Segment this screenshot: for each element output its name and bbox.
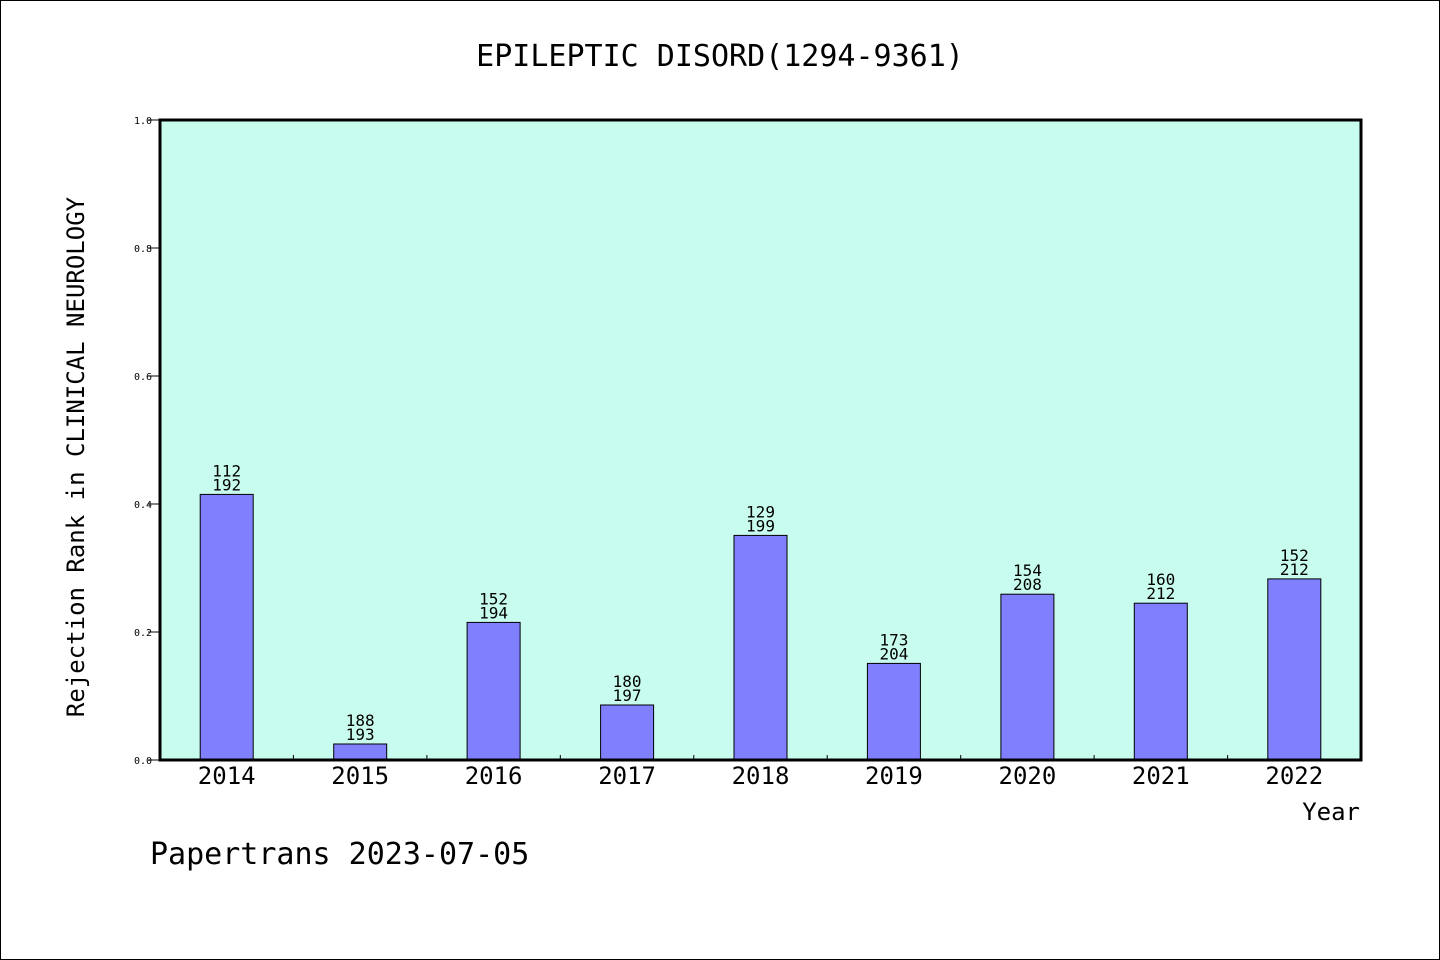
x-tick-label-2020: 2020 — [999, 762, 1057, 790]
bar-data-label-2017-1: 180 — [613, 672, 642, 691]
bar-data-label-2019-2: 204 — [879, 644, 908, 663]
bar-data-label-2022-1: 152 — [1280, 546, 1309, 565]
bar-data-label-2014-2: 192 — [212, 475, 241, 494]
bar-data-label-2020-1: 154 — [1013, 561, 1042, 580]
bar-data-label-2020-2: 208 — [1013, 575, 1042, 594]
bar-data-label-2014-1: 112 — [212, 461, 241, 480]
x-tick-label-2022: 2022 — [1265, 762, 1323, 790]
x-tick-label-2017: 2017 — [598, 762, 656, 790]
x-axis-label: Year — [1302, 798, 1360, 826]
x-axis-ticks: 2014 2015 2016 2017 2018 2019 2020 2021 2022 — [198, 755, 1323, 790]
y-axis-label: Rejection Rank in CLINICAL NEUROLOGY — [62, 196, 90, 717]
bar-data-label-2022-2: 212 — [1280, 560, 1309, 579]
bar-data-label-2015-1: 188 — [346, 711, 375, 730]
bar-2014 — [199, 493, 254, 761]
footer-date-stamp: Papertrans 2023-07-05 — [150, 837, 529, 872]
y-tick-label: 1.0 — [134, 116, 152, 127]
bar-data-label-2016-2: 194 — [479, 603, 508, 622]
bar-2016 — [466, 621, 521, 761]
bar-2018 — [733, 534, 788, 761]
bar-2015 — [333, 743, 388, 761]
x-tick-label-2021: 2021 — [1132, 762, 1190, 790]
x-tick-label-2014: 2014 — [198, 762, 256, 790]
bar-data-label-2017-2: 197 — [613, 686, 642, 705]
bar-data-label-2015-2: 193 — [346, 725, 375, 744]
bar-2017 — [600, 704, 655, 761]
y-axis-ticks: 0.0 0.2 0.4 0.6 0.8 1.0 — [134, 116, 160, 767]
y-tick-label: 0.6 — [134, 372, 152, 383]
x-tick-label-2015: 2015 — [331, 762, 389, 790]
bar-data-label-2016-1: 152 — [479, 589, 508, 608]
bar-2019 — [866, 662, 921, 761]
bar-data-label-2021-2: 212 — [1146, 584, 1175, 603]
y-tick-label: 0.4 — [134, 500, 152, 511]
bars-layer — [199, 493, 1322, 761]
bar-2020 — [1000, 593, 1055, 761]
y-tick-label: 0.2 — [134, 628, 152, 639]
bar-data-label-2019-1: 173 — [879, 630, 908, 649]
bar-labels-layer: 1121921881931521941801971291991732041542… — [212, 461, 1309, 744]
y-tick-label: 0.8 — [134, 244, 152, 255]
bar-data-label-2021-1: 160 — [1146, 570, 1175, 589]
plot-border — [158, 118, 1363, 762]
y-tick-label: 0.0 — [134, 756, 152, 767]
x-tick-label-2018: 2018 — [732, 762, 790, 790]
bar-2021 — [1133, 602, 1188, 761]
bar-2022 — [1267, 578, 1322, 761]
bar-data-label-2018-1: 129 — [746, 502, 775, 521]
bar-data-label-2018-2: 199 — [746, 516, 775, 535]
chart-title: EPILEPTIC DISORD(1294-9361) — [476, 39, 964, 74]
x-tick-label-2019: 2019 — [865, 762, 923, 790]
x-tick-label-2016: 2016 — [465, 762, 523, 790]
